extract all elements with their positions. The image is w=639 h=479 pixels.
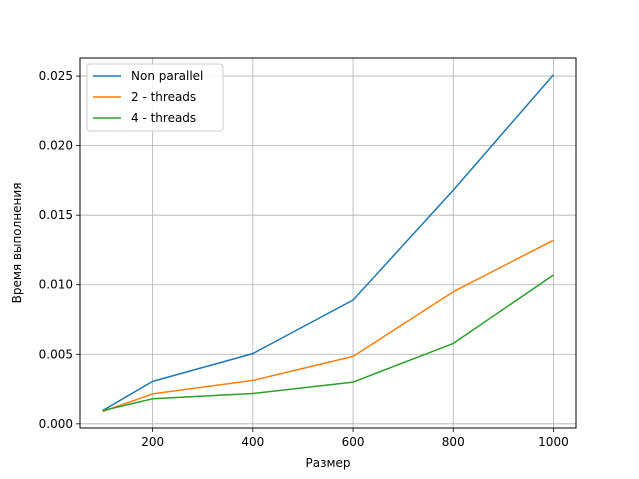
- legend-box: [86, 63, 224, 132]
- series-line-0: [102, 74, 555, 412]
- y-tick-label: 0.025: [39, 69, 73, 83]
- legend-label-2: 4 - threads: [131, 111, 196, 125]
- legend-label-0: Non parallel: [131, 69, 203, 83]
- x-tick-label: 800: [442, 435, 465, 449]
- series-line-2: [102, 274, 554, 412]
- legend: Non parallel 2 - threads 4 - threads: [86, 63, 224, 132]
- y-tick-label: 0.005: [39, 347, 73, 361]
- y-tick-label: 0.000: [39, 417, 73, 431]
- x-tick-label: 1000: [538, 435, 569, 449]
- x-tick-label: 600: [342, 435, 365, 449]
- x-ticks: 200 400 600 800 1000: [141, 428, 569, 449]
- x-axis-label: Размер: [305, 456, 350, 470]
- x-tick-label: 400: [241, 435, 264, 449]
- x-tick-label: 200: [141, 435, 164, 449]
- y-ticks: 0.000 0.005 0.010 0.015 0.020 0.025: [39, 69, 80, 431]
- series-line-1: [102, 239, 554, 413]
- y-tick-label: 0.020: [39, 139, 73, 153]
- series-lines: [102, 74, 555, 413]
- y-tick-label: 0.010: [39, 278, 73, 292]
- y-axis-label: Время выполнения: [10, 183, 24, 304]
- y-tick-label: 0.015: [39, 208, 73, 222]
- legend-label-1: 2 - threads: [131, 90, 196, 104]
- axes-frame: [79, 57, 577, 429]
